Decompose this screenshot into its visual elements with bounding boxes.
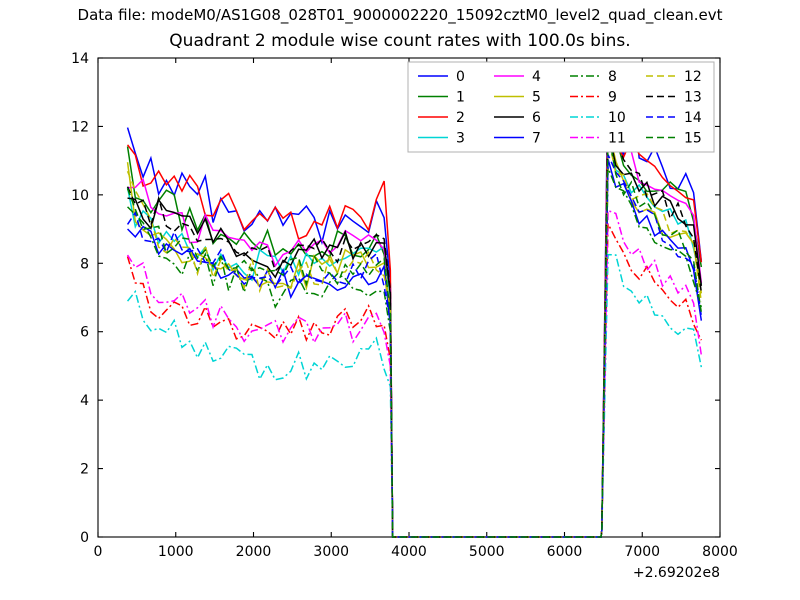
y-tick-label: 14 xyxy=(71,51,89,67)
x-axis-ticks: 0 1000 2000 3000 4000 5000 6000 7000 8000 xyxy=(94,58,738,560)
x-tick-label: 7000 xyxy=(624,544,660,560)
y-tick-label: 10 xyxy=(71,188,89,204)
legend-label-1: 1 xyxy=(456,90,465,106)
x-tick-label: 3000 xyxy=(313,544,349,560)
series-line-6 xyxy=(127,128,703,538)
legend-label-14: 14 xyxy=(684,110,702,126)
y-tick-label: 4 xyxy=(80,393,89,409)
legend-label-3: 3 xyxy=(456,131,465,147)
legend-label-2: 2 xyxy=(456,110,465,126)
legend-label-0: 0 xyxy=(456,69,465,85)
x-tick-label: 2000 xyxy=(236,544,272,560)
legend-label-5: 5 xyxy=(532,90,541,106)
y-tick-label: 12 xyxy=(71,119,89,135)
y-tick-label: 0 xyxy=(80,530,89,546)
series-line-10 xyxy=(126,253,703,538)
y-tick-label: 8 xyxy=(80,256,89,272)
series-line-11 xyxy=(126,209,703,538)
legend-label-4: 4 xyxy=(532,69,541,85)
x-tick-label: 0 xyxy=(94,544,103,560)
series-line-5 xyxy=(126,127,703,538)
legend-label-9: 9 xyxy=(608,90,617,106)
y-tick-label: 2 xyxy=(80,462,89,478)
legend-label-8: 8 xyxy=(608,69,617,85)
legend-label-10: 10 xyxy=(608,110,626,126)
series-line-14 xyxy=(126,154,703,538)
x-tick-label: 8000 xyxy=(702,544,738,560)
series-line-3 xyxy=(126,128,703,538)
y-tick-label: 6 xyxy=(80,325,89,341)
axes-title: Quadrant 2 module wise count rates with … xyxy=(169,31,631,51)
series-line-1 xyxy=(126,112,703,538)
figure-suptitle: Data file: modeM0/AS1G08_028T01_90000022… xyxy=(77,6,723,24)
legend-label-13: 13 xyxy=(684,90,702,106)
x-tick-label: 6000 xyxy=(547,544,583,560)
x-tick-label: 1000 xyxy=(158,544,194,560)
series-line-13 xyxy=(126,106,703,538)
x-tick-label: 5000 xyxy=(469,544,505,560)
series-line-15 xyxy=(126,130,703,538)
legend-label-11: 11 xyxy=(608,131,626,147)
series-line-8 xyxy=(127,167,703,538)
legend-label-6: 6 xyxy=(532,110,541,126)
legend-label-12: 12 xyxy=(684,69,702,85)
legend-label-7: 7 xyxy=(532,131,541,147)
series-line-9 xyxy=(126,223,703,538)
offset-text: +2.69202e8 xyxy=(633,565,720,581)
x-axis-offset-text: +2.69202e8 xyxy=(633,565,720,581)
series-line-12 xyxy=(126,136,703,538)
x-tick-label: 4000 xyxy=(391,544,427,560)
legend-label-15: 15 xyxy=(684,131,702,147)
